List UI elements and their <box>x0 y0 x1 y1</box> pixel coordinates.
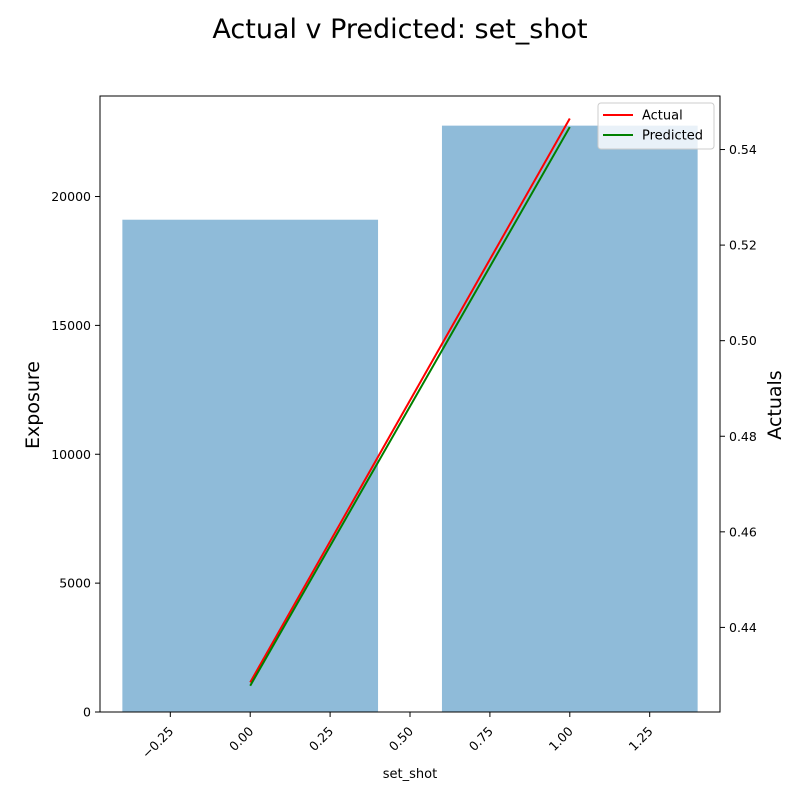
y-right-tick-label: 0.50 <box>729 333 757 348</box>
y-axis-left: 0 5000 10000 15000 20000 <box>51 189 100 720</box>
legend: Actual Predicted <box>597 102 715 150</box>
series-line-actual <box>249 117 571 683</box>
y-right-tick-label: 0.46 <box>729 524 757 539</box>
y-axis-right-label: Actuals <box>764 370 786 439</box>
x-tick-label: 1.00 <box>546 723 576 753</box>
legend-label-predicted: Predicted <box>642 129 703 144</box>
legend-label-actual: Actual <box>642 109 683 124</box>
x-tick-label: 1.25 <box>626 724 656 754</box>
y-left-tick-label: 0 <box>83 705 91 720</box>
exposure-bar <box>122 219 379 712</box>
y-right-tick-label: 0.48 <box>729 429 757 444</box>
x-tick-label: −0.25 <box>139 724 177 762</box>
y-axis-left-label: Exposure <box>22 361 44 449</box>
x-tick-label: 0.50 <box>386 723 416 753</box>
series-line-predicted <box>249 126 571 687</box>
y-left-tick-label: 20000 <box>51 189 91 204</box>
legend-items: Actual Predicted <box>603 109 703 144</box>
x-tick-label: 0.00 <box>226 723 256 753</box>
x-tick-label: 0.25 <box>306 724 336 754</box>
y-left-tick-label: 10000 <box>51 447 91 462</box>
lines-layer <box>249 117 571 687</box>
y-left-tick-label: 15000 <box>51 318 91 333</box>
y-right-tick-label: 0.52 <box>729 238 757 253</box>
bars-layer <box>122 125 698 713</box>
x-axis: −0.25 0.00 0.25 0.50 0.75 1.00 1.25 <box>139 712 656 761</box>
exposure-bar <box>441 125 698 713</box>
y-right-tick-label: 0.44 <box>729 620 757 635</box>
x-axis-label: set_shot <box>383 767 437 782</box>
x-tick-label: 0.75 <box>466 724 496 754</box>
y-axis-right: 0.44 0.46 0.48 0.50 0.52 0.54 <box>720 142 757 635</box>
chart-title: Actual v Predicted: set_shot <box>212 14 587 45</box>
y-left-tick-label: 5000 <box>59 576 91 591</box>
y-right-tick-label: 0.54 <box>729 142 757 157</box>
